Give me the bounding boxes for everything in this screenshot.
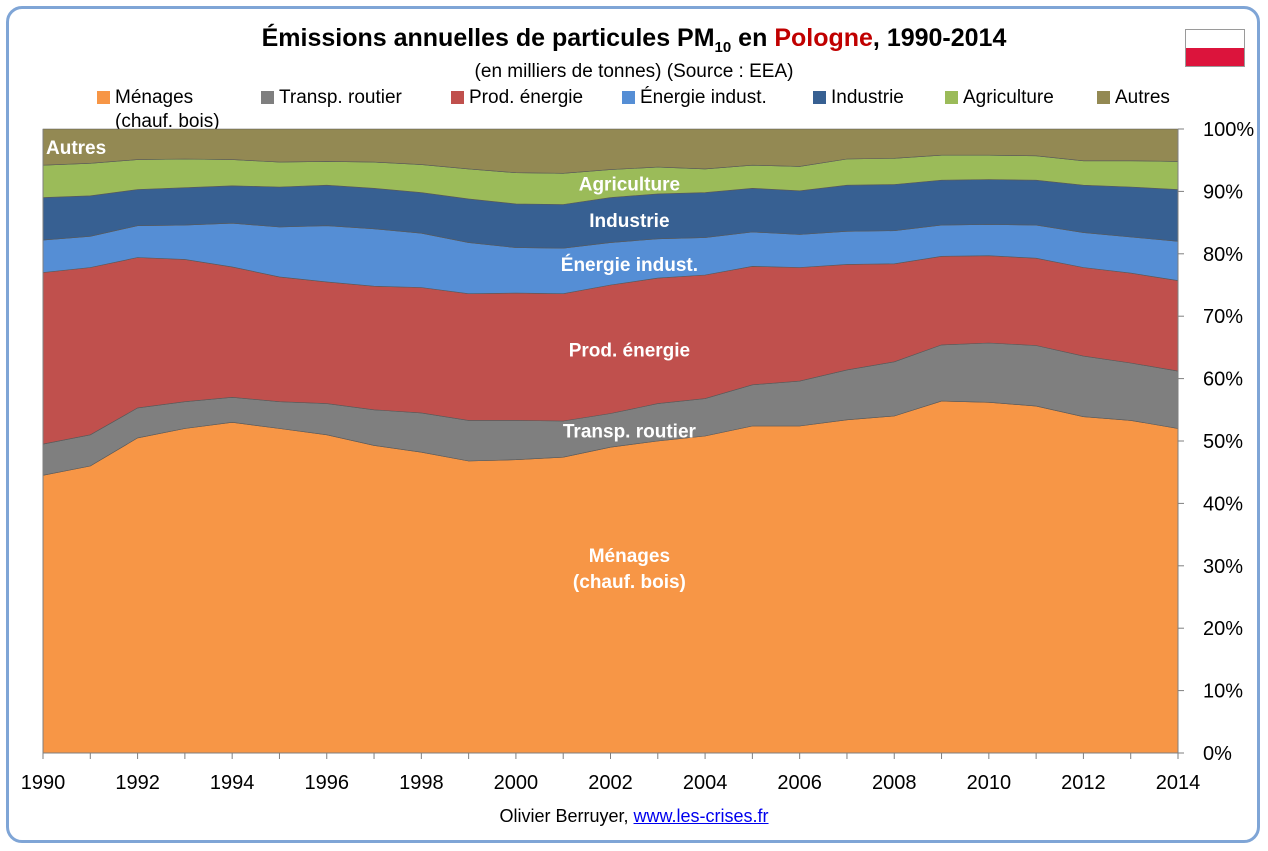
- title-middle: en: [731, 24, 775, 52]
- y-tick-label: 70%: [1203, 306, 1243, 328]
- legend-swatch-industrie: [813, 91, 826, 104]
- annotation-prod-energie: Prod. énergie: [569, 340, 690, 361]
- legend-label-industrie: Industrie: [831, 87, 904, 108]
- title-country: Pologne: [774, 24, 873, 52]
- chart-legend: Ménages (chauf. bois) Transp. routier Pr…: [0, 86, 1268, 136]
- x-tick-label: 2010: [967, 772, 1012, 794]
- annotation-autres: Autres: [46, 138, 106, 159]
- x-tick-label: 1998: [399, 772, 444, 794]
- y-tick-label: 30%: [1203, 556, 1243, 578]
- chart-subtitle: (en milliers de tonnes) (Source : EEA): [474, 61, 794, 82]
- flag-white-band: [1186, 30, 1244, 48]
- x-tick-label: 1996: [305, 772, 350, 794]
- title-suffix: , 1990-2014: [872, 24, 1007, 52]
- x-tick-label: 1992: [115, 772, 160, 794]
- x-tick-label: 1990: [21, 772, 66, 794]
- annotation-menages: Ménages: [589, 546, 670, 567]
- legend-label-prod-energie: Prod. énergie: [469, 87, 584, 108]
- y-tick-label: 90%: [1203, 181, 1243, 203]
- legend-swatch-energie-indust: [622, 91, 635, 104]
- title-prefix: Émissions annuelles de particules PM: [261, 24, 715, 52]
- legend-label-transport: Transp. routier: [279, 87, 402, 108]
- series-annotations: Autres Agriculture Industrie Énergie ind…: [46, 138, 698, 593]
- x-tick-label: 1994: [210, 772, 255, 794]
- annotation-energie-indust: Énergie indust.: [561, 254, 698, 276]
- legend-label-energie-indust: Énergie indust.: [640, 87, 767, 108]
- area-layers: [42, 128, 1179, 754]
- flag-red-band: [1186, 48, 1244, 66]
- y-tick-label: 50%: [1203, 431, 1243, 453]
- legend-label-autres: Autres: [1115, 87, 1170, 108]
- title-subscript: 10: [714, 39, 732, 56]
- credit-line: Olivier Berruyer, www.les-crises.fr: [0, 806, 1268, 827]
- y-tick-label: 40%: [1203, 493, 1243, 515]
- annotation-industrie: Industrie: [589, 211, 669, 232]
- credit-author: Olivier Berruyer,: [499, 806, 634, 826]
- legend-label-menages: Ménages (chauf. bois): [115, 87, 220, 132]
- y-tick-label: 80%: [1203, 244, 1243, 266]
- x-tick-label: 2012: [1061, 772, 1106, 794]
- y-tick-label: 0%: [1203, 743, 1232, 765]
- legend-swatch-agriculture: [945, 91, 958, 104]
- source-link[interactable]: www.les-crises.fr: [633, 806, 769, 826]
- legend-swatch-menages: [97, 91, 110, 104]
- annotation-agriculture: Agriculture: [579, 175, 680, 196]
- x-tick-label: 2000: [494, 772, 539, 794]
- y-tick-label: 100%: [1203, 119, 1254, 141]
- chart-title: Émissions annuelles de particules PM10 e…: [0, 24, 1268, 56]
- poland-flag-icon: [1185, 29, 1245, 67]
- annotation-transport: Transp. routier: [563, 421, 697, 442]
- legend-swatch-autres: [1097, 91, 1110, 104]
- legend-label-agriculture: Agriculture: [963, 87, 1054, 108]
- x-tick-label: 2008: [872, 772, 917, 794]
- y-tick-label: 10%: [1203, 681, 1243, 703]
- x-tick-label: 2014: [1156, 772, 1201, 794]
- x-tick-label: 2002: [588, 772, 633, 794]
- legend-swatch-transport: [261, 91, 274, 104]
- x-tick-label: 2004: [683, 772, 728, 794]
- legend-swatch-prod-energie: [451, 91, 464, 104]
- x-tick-label: 2006: [777, 772, 822, 794]
- axes: 0% 10% 20% 30% 40% 50% 60% 70% 80% 90% 100% 1990 199…: [21, 119, 1255, 794]
- annotation-chauf-bois: (chauf. bois): [573, 572, 686, 593]
- y-tick-label: 20%: [1203, 618, 1243, 640]
- y-tick-label: 60%: [1203, 369, 1243, 391]
